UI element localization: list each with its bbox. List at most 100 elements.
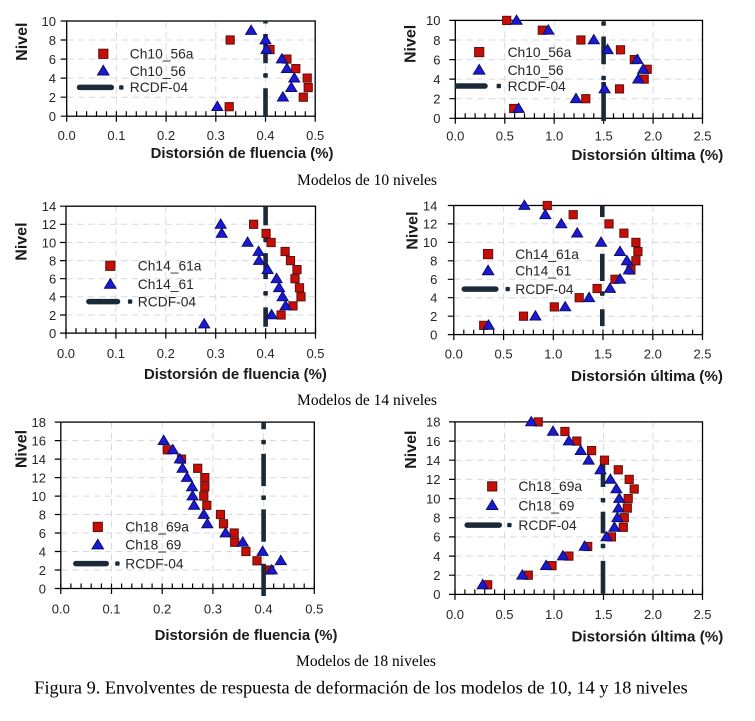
- svg-text:0.0: 0.0: [52, 602, 70, 617]
- svg-text:10: 10: [426, 13, 440, 28]
- svg-text:Nivel: Nivel: [14, 222, 31, 260]
- svg-text:Ch10_56: Ch10_56: [508, 63, 564, 78]
- svg-text:0.4: 0.4: [255, 602, 273, 617]
- svg-text:2: 2: [49, 90, 56, 105]
- svg-text:10: 10: [32, 489, 46, 504]
- svg-text:2: 2: [433, 568, 440, 583]
- svg-text:1.0: 1.0: [545, 129, 563, 144]
- svg-text:18: 18: [426, 415, 440, 430]
- svg-text:RCDF-04: RCDF-04: [138, 294, 197, 309]
- svg-text:0.5: 0.5: [495, 607, 513, 622]
- svg-text:2.5: 2.5: [693, 129, 711, 144]
- svg-text:8: 8: [430, 254, 437, 269]
- svg-text:14: 14: [426, 453, 440, 468]
- svg-text:2.5: 2.5: [693, 347, 711, 362]
- svg-text:0: 0: [433, 587, 440, 602]
- svg-text:8: 8: [49, 33, 56, 48]
- svg-text:2.0: 2.0: [644, 129, 662, 144]
- svg-text:Distorsión de fluencia (%): Distorsión de fluencia (%): [151, 146, 334, 162]
- svg-text:0.1: 0.1: [102, 602, 120, 617]
- svg-text:6: 6: [433, 52, 440, 67]
- svg-text:0.5: 0.5: [496, 129, 514, 144]
- svg-text:0.5: 0.5: [306, 346, 324, 361]
- svg-text:RCDF-04: RCDF-04: [515, 282, 574, 297]
- svg-text:6: 6: [430, 272, 437, 287]
- svg-text:Nivel: Nivel: [14, 430, 31, 468]
- svg-text:4: 4: [49, 71, 56, 86]
- svg-text:10: 10: [423, 235, 437, 250]
- svg-text:Ch18_69a: Ch18_69a: [125, 520, 189, 535]
- svg-text:0: 0: [430, 327, 437, 342]
- svg-text:0.1: 0.1: [107, 128, 125, 143]
- svg-text:0: 0: [433, 111, 440, 126]
- svg-text:Distorsión de fluencia (%): Distorsión de fluencia (%): [144, 367, 327, 383]
- svg-text:Ch10_56a: Ch10_56a: [508, 45, 572, 60]
- svg-text:6: 6: [49, 272, 56, 287]
- svg-text:4: 4: [49, 290, 56, 305]
- svg-text:0.5: 0.5: [495, 347, 513, 362]
- svg-text:1.0: 1.0: [545, 607, 563, 622]
- svg-text:Ch14_61: Ch14_61: [515, 264, 571, 279]
- svg-text:16: 16: [32, 433, 46, 448]
- svg-text:Modelos de 10 niveles: Modelos de 10 niveles: [297, 172, 437, 189]
- svg-text:Nivel: Nivel: [405, 211, 422, 249]
- svg-text:0: 0: [39, 581, 46, 596]
- svg-text:1.5: 1.5: [594, 607, 612, 622]
- svg-text:0.4: 0.4: [257, 346, 275, 361]
- svg-text:1.5: 1.5: [595, 129, 613, 144]
- svg-text:Ch14_61a: Ch14_61a: [138, 259, 202, 274]
- svg-text:0.2: 0.2: [157, 346, 175, 361]
- svg-text:12: 12: [32, 470, 46, 485]
- svg-text:Ch14_61a: Ch14_61a: [515, 247, 579, 262]
- svg-text:RCDF-04: RCDF-04: [125, 556, 184, 571]
- svg-text:10: 10: [42, 14, 56, 29]
- svg-text:0.5: 0.5: [305, 602, 323, 617]
- svg-text:14: 14: [42, 199, 56, 214]
- svg-text:8: 8: [49, 253, 56, 268]
- svg-text:0.0: 0.0: [58, 128, 76, 143]
- svg-text:6: 6: [49, 52, 56, 67]
- svg-text:Distorsión última (%): Distorsión última (%): [571, 629, 723, 646]
- svg-text:Distorsión última (%): Distorsión última (%): [571, 147, 723, 164]
- svg-text:0.4: 0.4: [256, 128, 274, 143]
- svg-text:10: 10: [42, 235, 56, 250]
- svg-text:0.1: 0.1: [107, 346, 125, 361]
- svg-text:Ch18_69a: Ch18_69a: [518, 479, 582, 494]
- svg-text:Ch18_69: Ch18_69: [125, 538, 181, 553]
- svg-text:0.3: 0.3: [207, 346, 225, 361]
- svg-text:Modelos de 14 niveles: Modelos de 14 niveles: [297, 392, 437, 409]
- svg-text:RCDF-04: RCDF-04: [130, 80, 189, 95]
- svg-text:14: 14: [423, 198, 437, 213]
- svg-text:2.0: 2.0: [644, 347, 662, 362]
- svg-text:10: 10: [426, 491, 440, 506]
- svg-text:Nivel: Nivel: [14, 23, 31, 61]
- svg-text:RCDF-04: RCDF-04: [518, 518, 577, 533]
- svg-text:Modelos de 18 niveles: Modelos de 18 niveles: [296, 653, 436, 670]
- svg-text:2.0: 2.0: [644, 607, 662, 622]
- svg-text:Ch14_61: Ch14_61: [138, 277, 194, 292]
- svg-text:6: 6: [433, 530, 440, 545]
- svg-text:16: 16: [426, 434, 440, 449]
- svg-text:0.3: 0.3: [204, 602, 222, 617]
- svg-text:8: 8: [39, 507, 46, 522]
- svg-text:8: 8: [433, 33, 440, 48]
- svg-text:4: 4: [433, 72, 440, 87]
- svg-text:14: 14: [32, 452, 46, 467]
- svg-text:0.2: 0.2: [153, 602, 171, 617]
- svg-text:2: 2: [433, 92, 440, 107]
- svg-text:6: 6: [39, 526, 46, 541]
- svg-text:12: 12: [42, 217, 56, 232]
- svg-text:0: 0: [49, 326, 56, 341]
- svg-text:4: 4: [433, 549, 440, 564]
- svg-text:Nivel: Nivel: [403, 25, 420, 63]
- svg-text:12: 12: [423, 217, 437, 232]
- svg-text:0.0: 0.0: [445, 347, 463, 362]
- svg-text:0.2: 0.2: [157, 128, 175, 143]
- svg-text:2: 2: [430, 309, 437, 324]
- svg-text:4: 4: [430, 291, 437, 306]
- svg-text:0.0: 0.0: [446, 129, 464, 144]
- svg-text:0.0: 0.0: [446, 607, 464, 622]
- svg-text:Distorsión última (%): Distorsión última (%): [571, 368, 723, 385]
- svg-text:18: 18: [32, 415, 46, 430]
- svg-text:RCDF-04: RCDF-04: [508, 79, 567, 94]
